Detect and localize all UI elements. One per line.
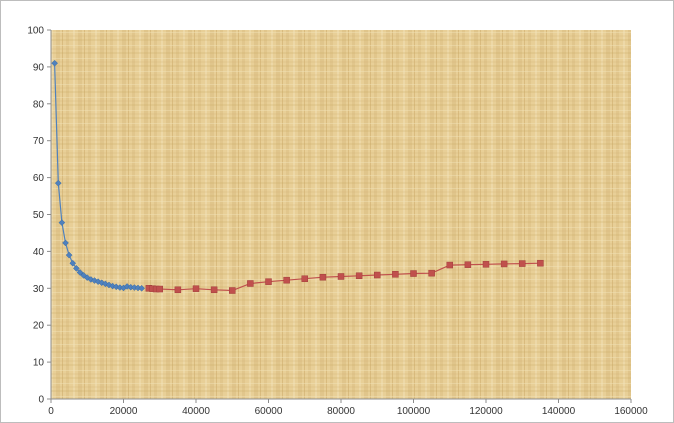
data-point [58, 219, 66, 226]
data-point [69, 259, 77, 267]
data-point [62, 239, 69, 247]
data-point [319, 273, 327, 281]
y-tick-label: 90 [33, 62, 45, 73]
y-tick-label: 80 [33, 99, 45, 110]
y-tick-label: 30 [33, 284, 45, 295]
y-tick-label: 20 [33, 321, 45, 332]
data-point [247, 280, 254, 287]
series-2 [145, 259, 544, 294]
data-point [65, 251, 73, 259]
data-point [192, 285, 200, 292]
series-1 [51, 59, 145, 292]
x-tick-label: 0 [48, 406, 54, 417]
data-point [51, 59, 58, 67]
data-point [301, 275, 308, 282]
y-tick-label: 10 [33, 358, 45, 369]
x-tick-label: 60000 [255, 406, 283, 417]
data-point [355, 272, 363, 280]
x-tick-label: 140000 [542, 406, 576, 417]
series-layer [51, 59, 544, 294]
data-point [138, 284, 145, 292]
data-point [265, 278, 272, 285]
data-point [337, 273, 345, 280]
plot-texture [51, 30, 631, 399]
data-point [174, 286, 182, 294]
y-tick-label: 60 [33, 173, 45, 184]
y-tick-label: 0 [38, 395, 44, 406]
axes [47, 29, 632, 403]
data-point [500, 260, 508, 268]
tick-labels: 0 10 20 30 40 50 60 70 80 90 100 0 20000 40000 60000 80… [27, 26, 648, 418]
data-point [73, 265, 80, 272]
data-point [464, 261, 472, 268]
x-tick-label: 120000 [469, 406, 503, 417]
data-point [446, 261, 453, 269]
data-point [76, 269, 84, 276]
data-point [229, 287, 236, 294]
x-tick-label: 160000 [614, 406, 648, 417]
data-point [410, 270, 417, 277]
x-tick-label: 40000 [182, 406, 210, 417]
y-tick-label: 70 [33, 136, 45, 147]
data-point [156, 285, 163, 293]
x-tick-label: 100000 [397, 406, 431, 417]
data-point [54, 179, 62, 187]
y-tick-label: 50 [33, 210, 45, 221]
data-point [210, 286, 218, 294]
x-tick-label: 20000 [110, 406, 138, 417]
data-point [392, 271, 399, 278]
y-tick-label: 100 [27, 26, 44, 37]
data-point [519, 260, 526, 267]
data-point [283, 276, 290, 284]
data-point [374, 271, 381, 279]
y-tick-label: 40 [33, 247, 45, 258]
plot-area [51, 30, 631, 399]
data-point [428, 269, 435, 277]
data-point [537, 259, 544, 267]
data-point [482, 261, 490, 268]
x-tick-label: 80000 [327, 406, 355, 417]
